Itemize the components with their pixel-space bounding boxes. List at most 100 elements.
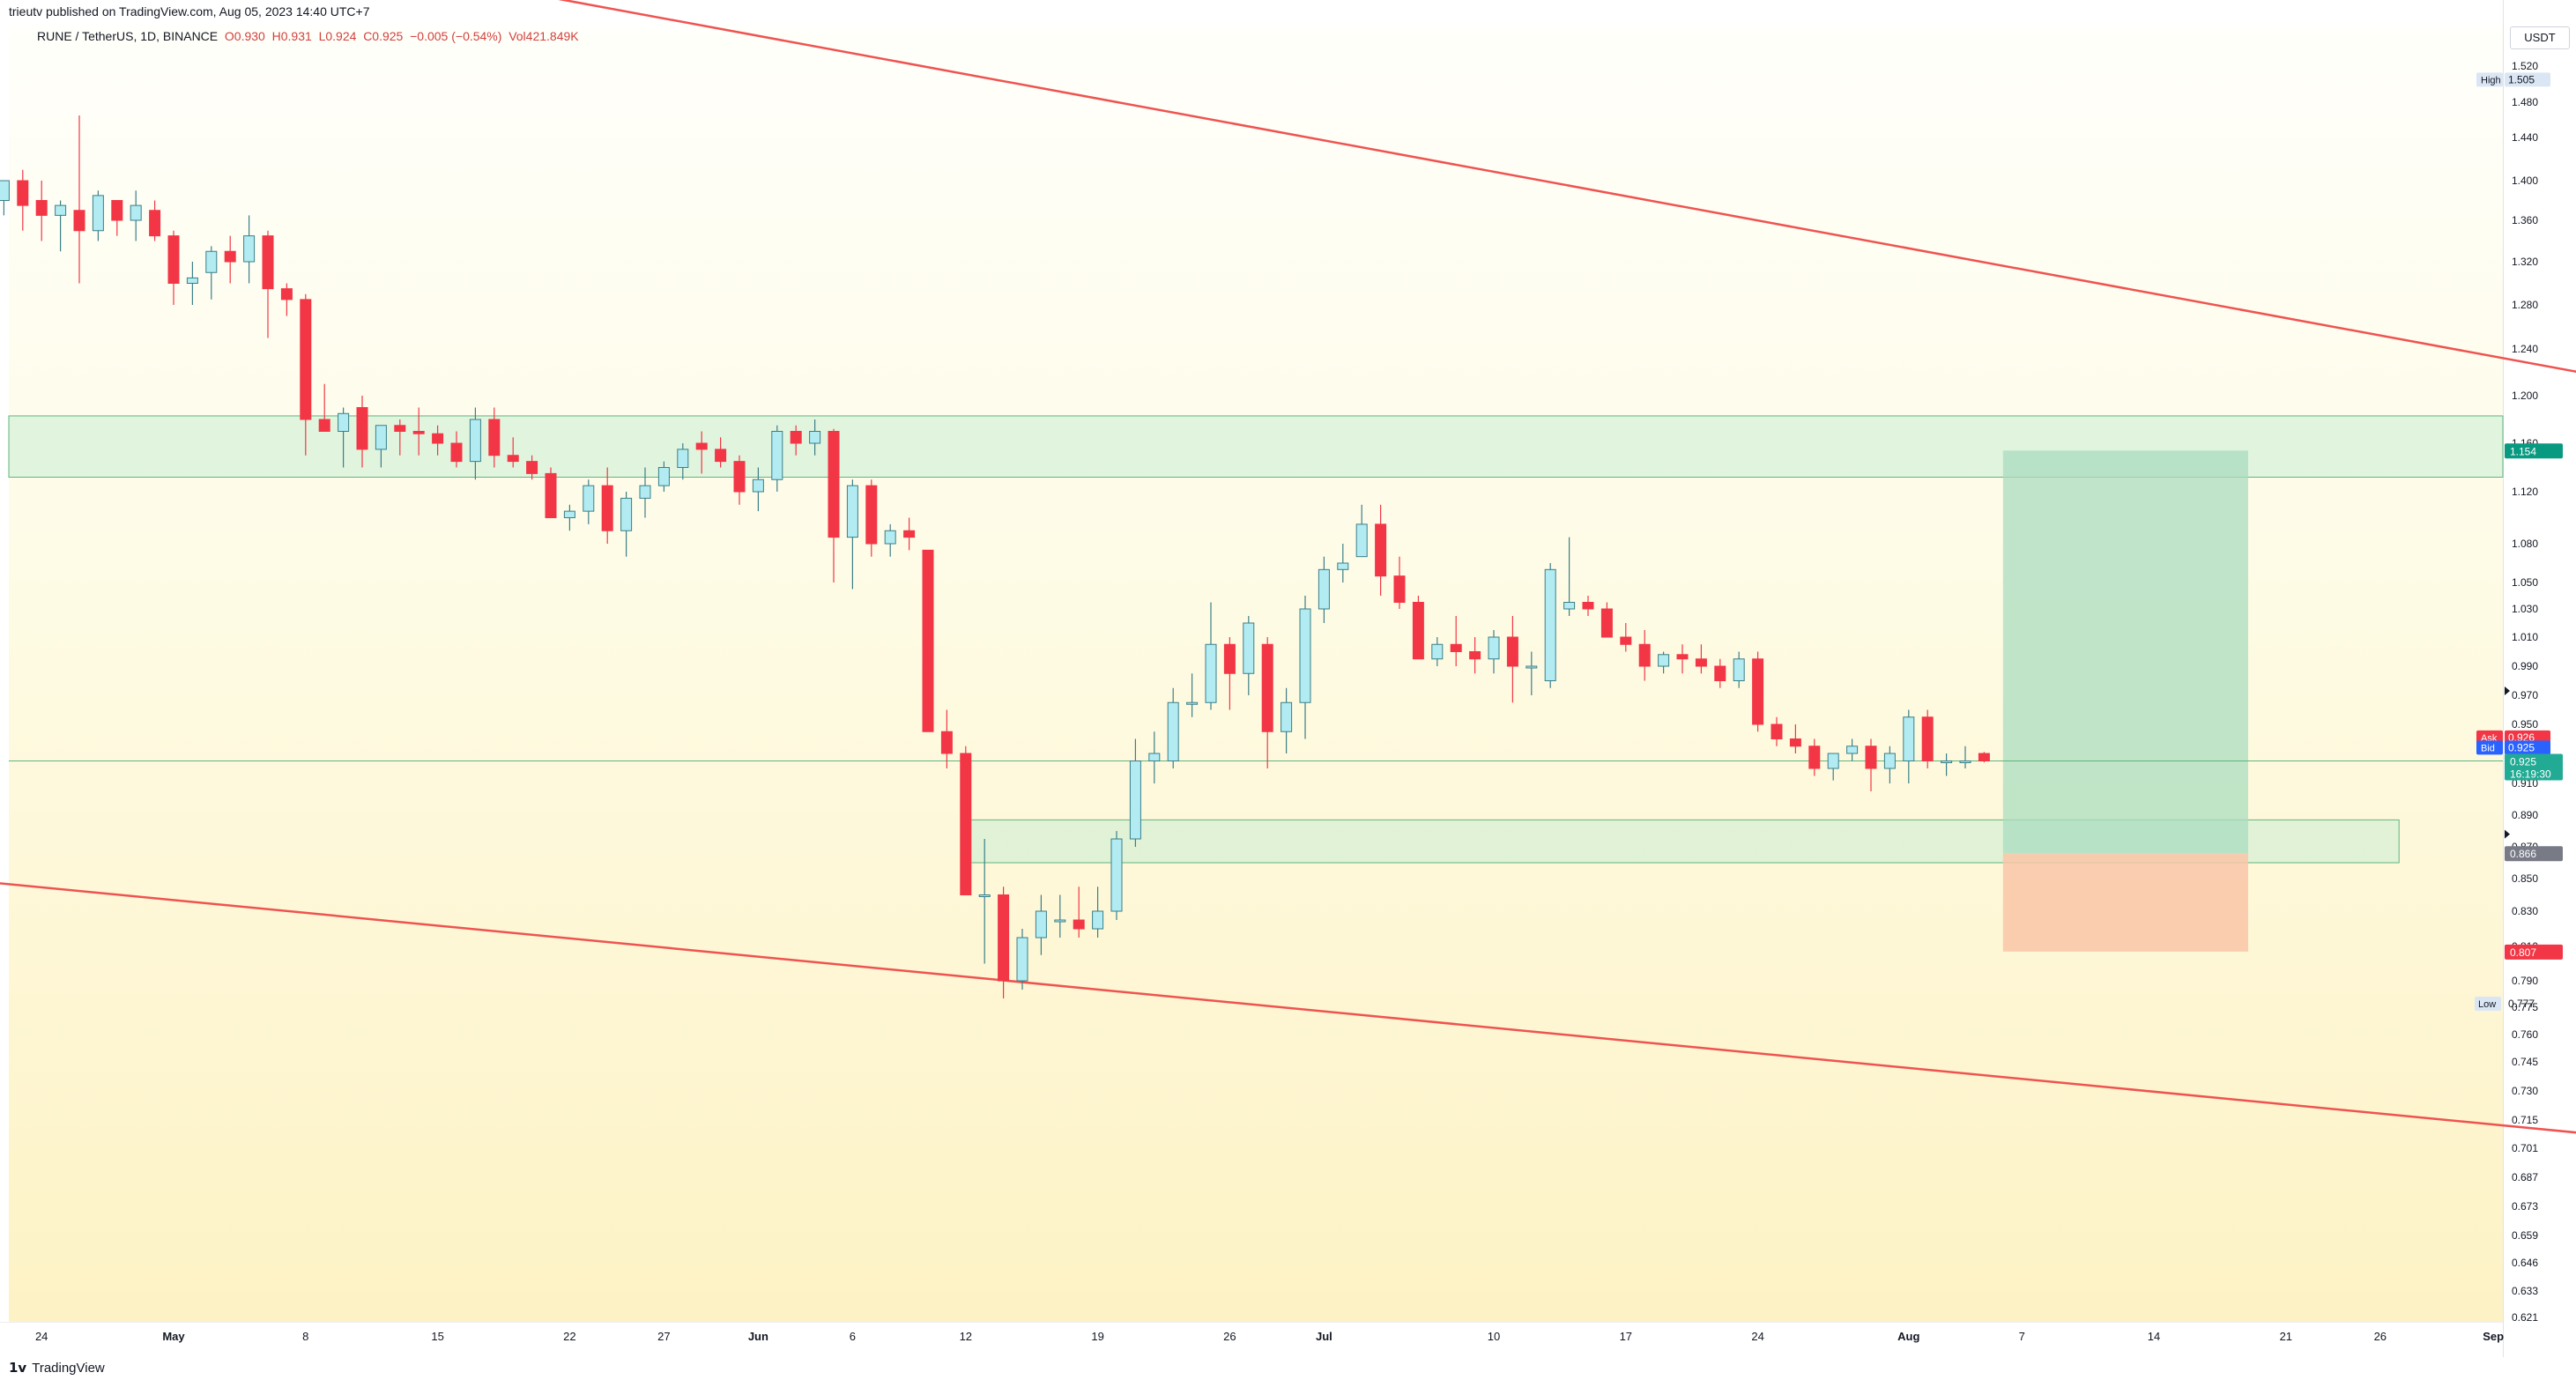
candle[interactable] xyxy=(0,180,10,216)
candle[interactable] xyxy=(1827,753,1839,781)
candle[interactable] xyxy=(356,396,368,468)
candle[interactable] xyxy=(1695,644,1707,674)
candle[interactable] xyxy=(1337,544,1349,582)
candle[interactable] xyxy=(1941,753,1953,776)
candle[interactable] xyxy=(111,200,123,236)
candle[interactable] xyxy=(771,425,783,492)
candle[interactable] xyxy=(1903,709,1915,784)
candle[interactable] xyxy=(243,215,256,284)
candle[interactable] xyxy=(224,235,236,284)
candle[interactable] xyxy=(1281,687,1293,753)
candle[interactable] xyxy=(17,169,29,231)
upper-trendline[interactable] xyxy=(41,0,2576,402)
candle[interactable] xyxy=(752,467,764,512)
candle[interactable] xyxy=(149,200,161,241)
candle[interactable] xyxy=(1808,738,1821,776)
candle[interactable] xyxy=(1393,556,1406,609)
candle[interactable] xyxy=(1355,504,1368,558)
candle[interactable] xyxy=(1921,709,1934,769)
candle[interactable] xyxy=(1752,651,1764,732)
candle[interactable] xyxy=(583,479,595,524)
candle[interactable] xyxy=(186,262,198,305)
candle[interactable] xyxy=(1638,630,1651,681)
candle[interactable] xyxy=(1035,894,1047,955)
candle[interactable] xyxy=(1450,616,1462,666)
price-scale[interactable] xyxy=(2503,0,2576,1380)
candle[interactable] xyxy=(73,115,85,284)
candle[interactable] xyxy=(790,425,802,456)
candle[interactable] xyxy=(1148,731,1161,783)
candle[interactable] xyxy=(828,428,840,582)
candle[interactable] xyxy=(55,200,67,252)
candle[interactable] xyxy=(92,190,104,241)
candle[interactable] xyxy=(1016,929,1028,990)
candle[interactable] xyxy=(1771,716,1783,746)
candle[interactable] xyxy=(677,443,689,480)
candle[interactable] xyxy=(1167,687,1179,768)
candle[interactable] xyxy=(1186,673,1199,717)
candle[interactable] xyxy=(1488,630,1500,674)
candle[interactable] xyxy=(884,523,896,557)
candle[interactable] xyxy=(318,383,330,432)
candle[interactable] xyxy=(657,461,670,492)
candle[interactable] xyxy=(469,407,481,480)
candle[interactable] xyxy=(978,839,991,964)
candle[interactable] xyxy=(526,455,538,480)
tradingview-logo[interactable]: 𝟭𝘃 TradingView xyxy=(9,1360,105,1376)
candle[interactable] xyxy=(1412,596,1424,660)
candle[interactable] xyxy=(1714,658,1726,688)
candle[interactable] xyxy=(1431,637,1444,666)
candle[interactable] xyxy=(394,419,406,456)
candle[interactable] xyxy=(1092,887,1104,938)
candle[interactable] xyxy=(300,293,312,456)
candle[interactable] xyxy=(1600,602,1613,638)
candle[interactable] xyxy=(1110,831,1123,920)
candle[interactable] xyxy=(695,431,708,474)
candle[interactable] xyxy=(507,437,519,468)
candle[interactable] xyxy=(639,467,651,518)
candle[interactable] xyxy=(846,479,858,590)
candle[interactable] xyxy=(733,455,746,505)
candle[interactable] xyxy=(1129,738,1141,848)
candle[interactable] xyxy=(1526,651,1538,696)
candle[interactable] xyxy=(1959,746,1971,768)
candle[interactable] xyxy=(1469,637,1481,674)
candle[interactable] xyxy=(865,479,878,557)
candle[interactable] xyxy=(488,407,501,468)
candle[interactable] xyxy=(1865,738,1877,792)
candle[interactable] xyxy=(1658,651,1670,674)
candle[interactable] xyxy=(1299,596,1311,739)
currency-selector[interactable]: USDT xyxy=(2510,26,2570,49)
candle[interactable] xyxy=(1506,616,1518,703)
candle[interactable] xyxy=(620,492,633,557)
candle[interactable] xyxy=(809,419,821,456)
candle[interactable] xyxy=(1205,602,1217,710)
candle[interactable] xyxy=(1073,887,1085,938)
candle[interactable] xyxy=(1620,623,1632,652)
candle[interactable] xyxy=(545,467,557,518)
candle[interactable] xyxy=(450,431,463,468)
candle[interactable] xyxy=(1846,738,1859,761)
candle[interactable] xyxy=(262,230,274,338)
candle[interactable] xyxy=(412,407,425,456)
candle[interactable] xyxy=(280,283,293,316)
candle[interactable] xyxy=(1243,616,1255,695)
candle[interactable] xyxy=(1978,752,1990,763)
candle[interactable] xyxy=(1375,504,1387,596)
candle[interactable] xyxy=(1563,537,1576,616)
lower-trendline[interactable] xyxy=(0,882,2576,1148)
candle[interactable] xyxy=(903,517,916,551)
candle[interactable] xyxy=(205,246,218,300)
candle[interactable] xyxy=(1261,637,1273,768)
candle[interactable] xyxy=(35,181,48,241)
candle[interactable] xyxy=(960,746,972,895)
candle[interactable] xyxy=(715,437,727,468)
candle[interactable] xyxy=(1054,894,1066,939)
candle[interactable] xyxy=(922,549,934,732)
candle[interactable] xyxy=(432,425,444,456)
candle[interactable] xyxy=(167,230,180,305)
symbol-name[interactable]: RUNE / TetherUS, 1D, BINANCE xyxy=(37,29,219,43)
candle[interactable] xyxy=(1789,724,1801,753)
candle[interactable] xyxy=(338,407,350,468)
candle[interactable] xyxy=(940,709,953,769)
